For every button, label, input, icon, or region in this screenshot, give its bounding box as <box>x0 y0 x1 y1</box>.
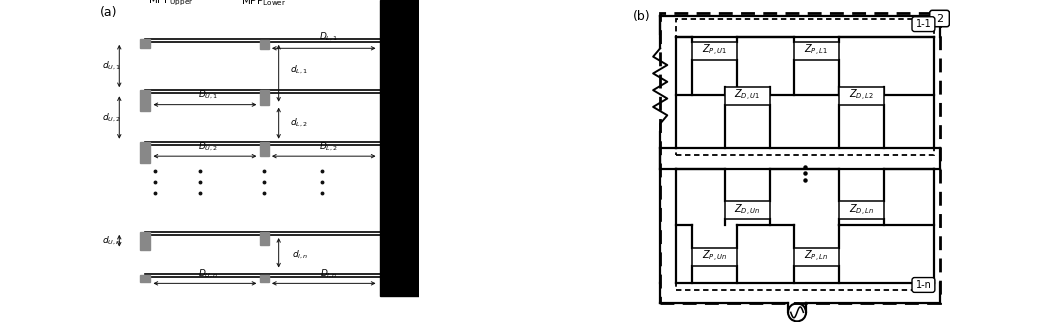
Bar <box>661 13 940 303</box>
Bar <box>692 248 737 266</box>
Bar <box>380 0 419 296</box>
FancyBboxPatch shape <box>930 10 949 27</box>
Text: $Z_{D,L2}$: $Z_{D,L2}$ <box>849 88 874 103</box>
Bar <box>140 232 149 250</box>
Text: $Z_{P,U1}$: $Z_{P,U1}$ <box>703 43 728 58</box>
Text: $Z_{P,Un}$: $Z_{P,Un}$ <box>703 249 728 264</box>
Bar <box>140 275 149 282</box>
FancyBboxPatch shape <box>912 17 935 32</box>
Text: 1-1: 1-1 <box>915 19 931 29</box>
Bar <box>725 201 770 219</box>
Text: $d_{U,n}$: $d_{U,n}$ <box>102 235 121 247</box>
Bar <box>794 248 838 266</box>
Bar <box>140 39 149 48</box>
Bar <box>260 40 268 49</box>
Text: $D_{U,n}$: $D_{U,n}$ <box>198 268 218 280</box>
Text: 2: 2 <box>936 14 943 24</box>
Bar <box>140 90 149 111</box>
Bar <box>260 90 268 105</box>
Bar <box>794 42 838 60</box>
Text: $d_{l,n}$: $d_{l,n}$ <box>291 248 308 260</box>
FancyBboxPatch shape <box>912 278 935 292</box>
Text: MPP$_{\rm Lower}$: MPP$_{\rm Lower}$ <box>242 0 287 8</box>
Text: $D_{L,2}$: $D_{L,2}$ <box>319 141 338 153</box>
Text: MPP$_{\rm Upper}$: MPP$_{\rm Upper}$ <box>148 0 194 8</box>
Text: (a): (a) <box>100 6 118 19</box>
Text: $D_{L,1}$: $D_{L,1}$ <box>319 31 338 43</box>
Text: $Z_{P,Ln}$: $Z_{P,Ln}$ <box>805 249 828 264</box>
Text: $Z_{D,U1}$: $Z_{D,U1}$ <box>734 88 761 103</box>
Bar <box>140 142 149 163</box>
Text: $Z_{D,Ln}$: $Z_{D,Ln}$ <box>849 203 874 218</box>
Text: 1-n: 1-n <box>915 280 931 290</box>
Bar <box>260 142 268 156</box>
Bar <box>676 19 934 155</box>
Text: $d_{L,2}$: $d_{L,2}$ <box>290 117 308 129</box>
Bar <box>838 201 884 219</box>
Text: (b): (b) <box>633 10 650 23</box>
Text: $Z_{P,L1}$: $Z_{P,L1}$ <box>805 43 828 58</box>
Text: $d_{U,2}$: $d_{U,2}$ <box>102 111 121 124</box>
Text: $d_{L,1}$: $d_{L,1}$ <box>290 64 308 76</box>
Text: $D_{U,2}$: $D_{U,2}$ <box>198 141 218 153</box>
Bar <box>260 275 268 282</box>
Bar <box>692 42 737 60</box>
Bar <box>838 87 884 105</box>
Bar <box>676 169 934 290</box>
Bar <box>260 232 268 245</box>
Text: $D_{U,1}$: $D_{U,1}$ <box>198 89 218 101</box>
Text: $D_{l,n}$: $D_{l,n}$ <box>320 268 338 280</box>
Text: $d_{U,1}$: $d_{U,1}$ <box>102 60 121 72</box>
Text: $Z_{D,Un}$: $Z_{D,Un}$ <box>734 203 761 218</box>
Bar <box>725 87 770 105</box>
